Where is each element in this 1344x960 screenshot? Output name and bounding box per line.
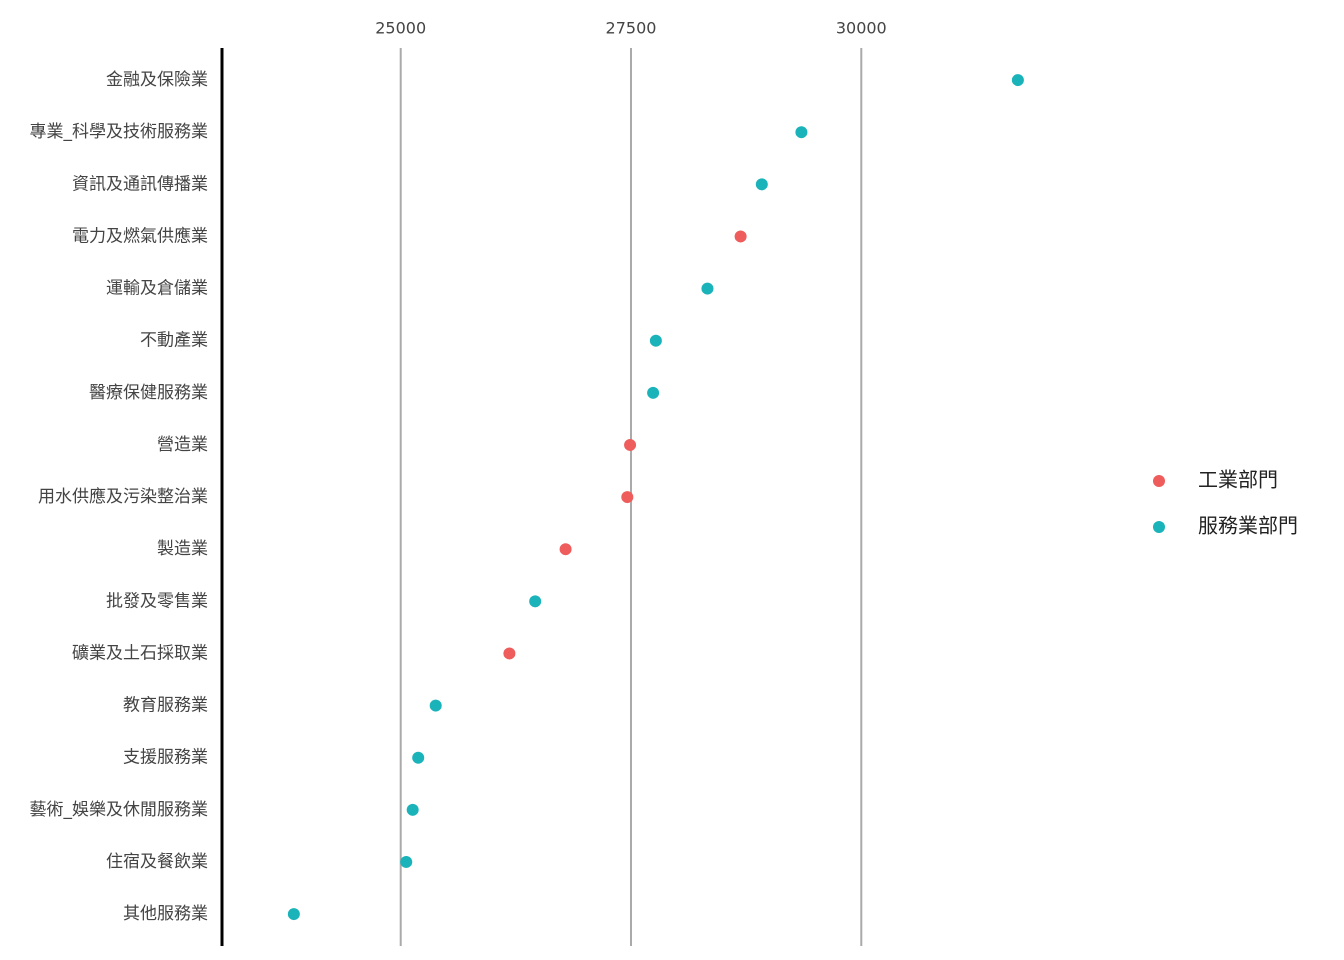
dot (1011, 74, 1024, 87)
y-tick-label: 金融及保險業 (106, 70, 208, 90)
y-tick-label: 運輸及倉儲業 (106, 279, 208, 299)
dot (649, 334, 662, 347)
dot (559, 543, 572, 556)
y-tick-label: 住宿及餐飲業 (106, 852, 208, 872)
dot (406, 803, 419, 816)
y-tick-label: 不動產業 (140, 331, 208, 351)
y-tick-label: 礦業及土石採取業 (72, 643, 208, 663)
dot (701, 282, 714, 295)
dot (529, 595, 542, 608)
x-tick-label: 30000 (836, 19, 887, 38)
legend-marker (1153, 521, 1165, 533)
dot (429, 699, 442, 712)
y-tick-label: 製造業 (157, 539, 208, 559)
y-tick-label: 用水供應及污染整治業 (38, 486, 208, 507)
y-tick-label: 醫療保健服務業 (89, 383, 208, 403)
y-tick-label: 資訊及通訊傳播業 (72, 174, 208, 194)
y-tick-label: 電力及燃氣供應業 (72, 225, 208, 246)
dot (412, 751, 425, 764)
y-tick-label: 藝術_娛樂及休閒服務業 (30, 800, 209, 820)
legend-marker (1153, 475, 1165, 487)
y-tick-label: 專業_科學及技術服務業 (30, 122, 209, 142)
legend-label: 服務業部門 (1198, 514, 1298, 538)
dot (503, 647, 516, 660)
dot (734, 230, 747, 243)
y-tick-label: 教育服務業 (123, 696, 208, 716)
y-tick-label: 批發及零售業 (106, 591, 208, 611)
y-tick-label: 營造業 (157, 435, 208, 455)
x-tick-label: 27500 (606, 19, 657, 38)
dot (621, 491, 634, 504)
legend-label: 工業部門 (1198, 468, 1278, 492)
dot (287, 908, 300, 921)
dot (647, 386, 660, 399)
y-tick-label: 支援服務業 (123, 748, 208, 768)
dot (624, 438, 637, 451)
x-tick-label: 25000 (375, 19, 426, 38)
y-tick-label: 其他服務業 (123, 904, 208, 924)
dot (400, 855, 413, 868)
dot (795, 126, 808, 139)
dot (755, 178, 768, 191)
